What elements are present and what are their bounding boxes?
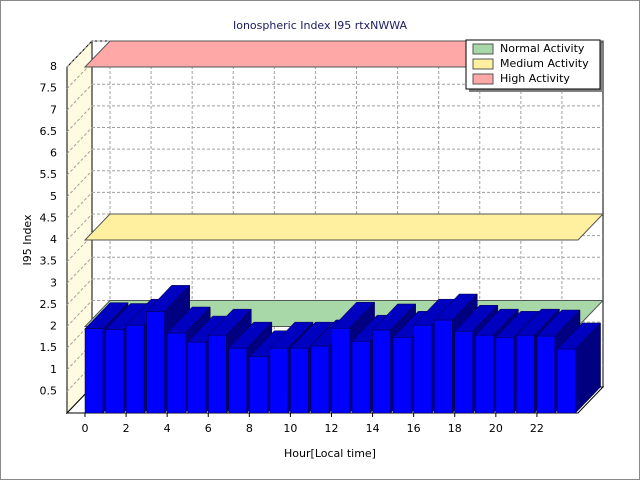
legend-label: Normal Activity bbox=[500, 42, 585, 55]
grid-line bbox=[66, 278, 93, 306]
x-tick-label: 12 bbox=[325, 422, 339, 435]
bar-front bbox=[495, 337, 515, 414]
bar-front bbox=[372, 329, 391, 414]
grid-line bbox=[66, 105, 93, 133]
y-tick-label: 4.5 bbox=[40, 211, 58, 224]
grid-line bbox=[66, 213, 93, 241]
bar-front bbox=[208, 334, 227, 414]
legend-swatch bbox=[472, 73, 494, 85]
grid-line bbox=[66, 127, 93, 154]
y-tick-label: 6 bbox=[50, 147, 57, 160]
bar-front bbox=[249, 356, 268, 414]
y-tick-label: 4 bbox=[50, 233, 57, 246]
x-tick-label: 2 bbox=[123, 422, 130, 435]
legend-swatch bbox=[472, 58, 494, 70]
bar-front bbox=[454, 331, 474, 414]
x-tick-label: 6 bbox=[205, 422, 212, 435]
y-tick-label: 1.5 bbox=[40, 341, 58, 354]
bar-front bbox=[516, 334, 535, 414]
y-axis-label: I95 Index bbox=[21, 214, 34, 266]
x-tick-label: 20 bbox=[489, 422, 503, 435]
x-tick-label: 14 bbox=[366, 422, 380, 435]
y-tick-label: 7.5 bbox=[40, 82, 58, 95]
bar-front bbox=[187, 341, 207, 414]
y-tick-label: 7 bbox=[50, 103, 57, 116]
grid-line bbox=[66, 256, 93, 284]
bar-front bbox=[536, 335, 556, 414]
bar-front bbox=[557, 348, 576, 414]
x-tick-label: 10 bbox=[283, 422, 297, 435]
bar-front bbox=[105, 329, 124, 414]
bar-front bbox=[228, 347, 248, 414]
bar-front bbox=[433, 319, 453, 414]
grid-line bbox=[66, 170, 93, 198]
bar-front bbox=[125, 324, 145, 414]
y-tick-label: 8 bbox=[50, 60, 57, 73]
x-tick-label: 22 bbox=[530, 422, 544, 435]
y-tick-label: 3.5 bbox=[40, 255, 58, 268]
y-tick-label: 0.5 bbox=[40, 384, 58, 397]
bar-front bbox=[475, 334, 494, 414]
bar-front bbox=[331, 327, 350, 414]
y-tick-label: 5.5 bbox=[40, 168, 58, 181]
y-tick-label: 1 bbox=[50, 363, 57, 376]
y-tick-label: 6.5 bbox=[40, 125, 58, 138]
bar-front bbox=[351, 340, 371, 414]
x-axis-label: Hour[Local time] bbox=[284, 447, 376, 460]
chart-title: Ionospheric Index I95 rtxNWWA bbox=[233, 19, 407, 32]
bar-front bbox=[290, 347, 309, 414]
threshold-plane bbox=[83, 213, 605, 241]
grid-line bbox=[66, 40, 93, 68]
x-tick-label: 0 bbox=[82, 422, 89, 435]
x-tick-label: 18 bbox=[448, 422, 462, 435]
bar-front bbox=[310, 345, 330, 414]
legend-label: Medium Activity bbox=[500, 57, 589, 70]
grid-line bbox=[66, 300, 93, 327]
bar-front bbox=[146, 311, 165, 414]
x-tick-label: 16 bbox=[407, 422, 421, 435]
bar-side bbox=[575, 322, 601, 414]
y-tick-label: 2.5 bbox=[40, 298, 58, 311]
bar-front bbox=[84, 328, 104, 414]
y-tick-label: 5 bbox=[50, 190, 57, 203]
bar-front bbox=[166, 332, 186, 414]
grid-line bbox=[66, 83, 93, 111]
grid-line bbox=[66, 192, 93, 219]
y-tick-label: 3 bbox=[50, 276, 57, 289]
legend-swatch bbox=[472, 43, 494, 55]
bar-front bbox=[269, 347, 289, 414]
bar-front bbox=[413, 324, 432, 414]
grid-line bbox=[66, 148, 93, 176]
bar-front bbox=[392, 337, 412, 414]
legend-label: High Activity bbox=[500, 72, 570, 85]
x-tick-label: 8 bbox=[246, 422, 253, 435]
y-tick-label: 2 bbox=[50, 320, 57, 333]
x-tick-label: 4 bbox=[164, 422, 171, 435]
